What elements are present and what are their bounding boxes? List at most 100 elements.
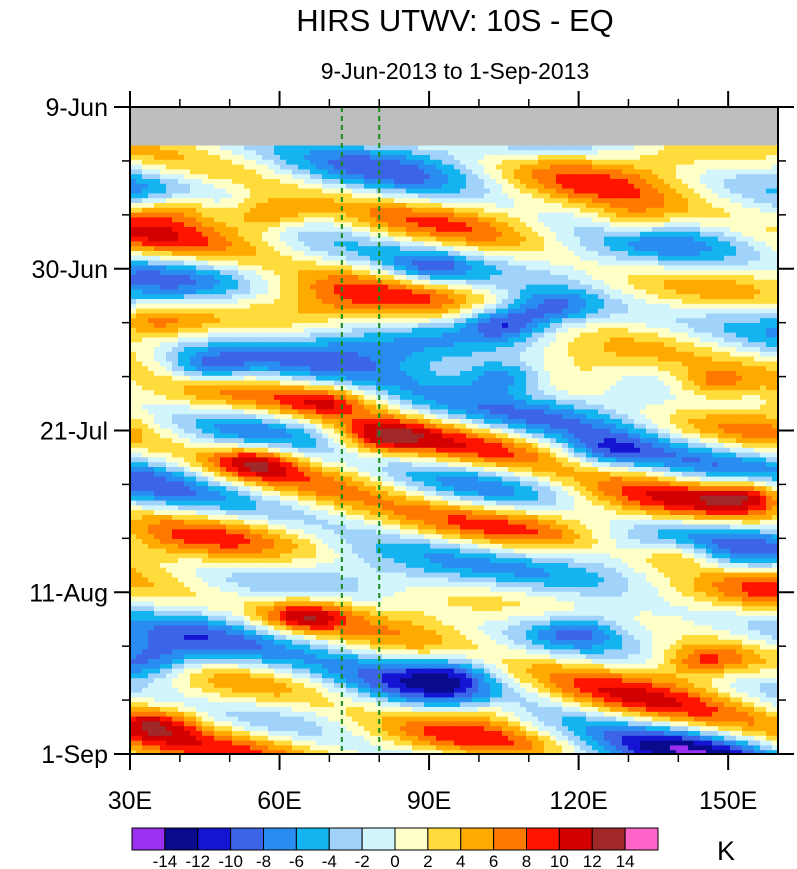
heatmap-cell xyxy=(454,303,461,310)
heatmap-cell xyxy=(748,236,755,242)
heatmap-cell xyxy=(736,155,743,161)
heatmap-cell xyxy=(148,289,155,295)
heatmap-cell xyxy=(502,323,509,329)
heatmap-cell xyxy=(298,207,305,214)
heatmap-cell xyxy=(364,294,371,300)
heatmap-cell xyxy=(166,284,173,290)
heatmap-cell xyxy=(658,260,665,266)
heatmap-cell xyxy=(670,193,677,199)
heatmap-cell xyxy=(448,236,455,242)
heatmap-cell xyxy=(742,275,749,281)
heatmap-cell xyxy=(682,318,689,324)
heatmap-cell xyxy=(208,241,215,247)
heatmap-cell xyxy=(352,198,359,204)
heatmap-cell xyxy=(520,155,527,161)
heatmap-cell xyxy=(286,265,293,271)
heatmap-cell xyxy=(730,284,737,290)
heatmap-cell xyxy=(574,159,581,166)
heatmap-cell xyxy=(694,145,701,151)
heatmap-cell xyxy=(556,279,563,286)
heatmap-cell xyxy=(466,222,473,228)
heatmap-cell xyxy=(628,323,635,329)
heatmap-cell xyxy=(304,236,311,242)
heatmap-cell xyxy=(760,222,767,228)
heatmap-cell xyxy=(184,313,191,319)
heatmap-cell xyxy=(700,260,707,266)
heatmap-cell xyxy=(670,289,677,295)
heatmap-cell xyxy=(556,174,563,180)
heatmap-cell xyxy=(232,179,239,185)
heatmap-cell xyxy=(208,150,215,156)
heatmap-cell xyxy=(718,236,725,242)
heatmap-cell xyxy=(724,217,731,223)
heatmap-cell xyxy=(754,265,761,271)
heatmap-cell xyxy=(208,275,215,281)
heatmap-cell xyxy=(364,241,371,247)
heatmap-cell xyxy=(538,294,545,300)
heatmap-cell xyxy=(544,222,551,228)
heatmap-cell xyxy=(238,174,245,180)
heatmap-cell xyxy=(286,323,293,329)
heatmap-cell xyxy=(286,179,293,185)
heatmap-cell xyxy=(592,323,599,329)
chart-subtitle: 9-Jun-2013 to 1-Sep-2013 xyxy=(321,58,590,84)
heatmap-cell xyxy=(268,174,275,180)
heatmap-cell xyxy=(460,222,467,228)
heatmap-cell xyxy=(220,299,227,305)
heatmap-cell xyxy=(700,313,707,319)
heatmap-cell xyxy=(178,217,185,223)
heatmap-cell xyxy=(676,212,683,218)
heatmap-cell xyxy=(184,155,191,161)
heatmap-cell xyxy=(268,313,275,319)
heatmap-cell xyxy=(670,203,677,209)
heatmap-cell xyxy=(352,212,359,218)
heatmap-cell xyxy=(724,313,731,319)
heatmap-cell xyxy=(304,193,311,199)
heatmap-cell xyxy=(736,299,743,305)
heatmap-cell xyxy=(364,174,371,180)
heatmap-cell xyxy=(628,207,635,214)
heatmap-cell xyxy=(316,169,323,175)
heatmap-cell xyxy=(154,251,161,257)
heatmap-cell xyxy=(580,155,587,161)
heatmap-cell xyxy=(400,246,407,252)
heatmap-cell xyxy=(724,279,731,286)
heatmap-cell xyxy=(208,193,215,199)
heatmap-cell xyxy=(292,270,299,276)
heatmap-cell xyxy=(664,299,671,305)
heatmap-cell xyxy=(706,255,713,262)
heatmap-cell xyxy=(568,299,575,305)
heatmap-cell xyxy=(340,303,347,310)
heatmap-cell xyxy=(748,193,755,199)
heatmap-cell xyxy=(766,294,773,300)
heatmap-cell xyxy=(442,236,449,242)
heatmap-cell xyxy=(622,227,629,233)
heatmap-cell xyxy=(694,164,701,170)
heatmap-cell xyxy=(160,179,167,185)
heatmap-cell xyxy=(478,188,485,194)
heatmap-cell xyxy=(436,260,443,266)
heatmap-cell xyxy=(358,260,365,266)
heatmap-cell xyxy=(190,270,197,276)
heatmap-cell xyxy=(520,227,527,233)
heatmap-cell xyxy=(754,150,761,156)
heatmap-cell xyxy=(532,255,539,262)
heatmap-cell xyxy=(514,222,521,228)
heatmap-cell xyxy=(514,246,521,252)
heatmap-cell xyxy=(298,169,305,175)
heatmap-cell xyxy=(562,241,569,247)
heatmap-cell xyxy=(526,318,533,324)
heatmap-cell xyxy=(736,159,743,166)
heatmap-cell xyxy=(370,174,377,180)
heatmap-cell xyxy=(646,299,653,305)
heatmap-cell xyxy=(724,193,731,199)
heatmap-cell xyxy=(136,150,143,156)
heatmap-cell xyxy=(400,150,407,156)
heatmap-cell xyxy=(712,246,719,252)
heatmap-cell xyxy=(562,294,569,300)
heatmap-cell xyxy=(682,323,689,329)
heatmap-cell xyxy=(358,303,365,310)
heatmap-cell xyxy=(682,198,689,204)
heatmap-cell xyxy=(262,222,269,228)
heatmap-cell xyxy=(190,260,197,266)
